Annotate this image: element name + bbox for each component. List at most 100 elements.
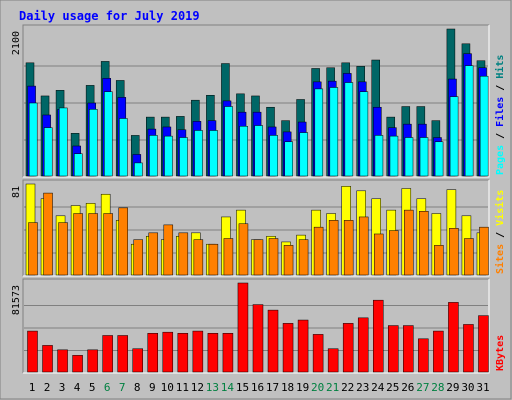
- bar-kbytes-16: [252, 304, 264, 373]
- bar-kbytes-20: [312, 334, 324, 373]
- chart-title: Daily usage for July 2019: [19, 9, 200, 23]
- bar-kbytes-10: [162, 331, 174, 373]
- x-tick-label-25: 25: [386, 381, 399, 394]
- bar-sites-29: [449, 228, 459, 276]
- bar-sites-14: [223, 238, 234, 276]
- panel-hits-ymax-label: 2100: [11, 31, 22, 55]
- legend-entry: Hits: [494, 55, 506, 79]
- legend-entry: /: [495, 79, 506, 97]
- bar-pages-13: [209, 130, 218, 177]
- bar-sites-10: [163, 224, 174, 276]
- x-tick-label-13: 13: [206, 381, 219, 394]
- bar-sites-27: [419, 211, 429, 276]
- bar-pages-29: [449, 96, 459, 177]
- bar-kbytes-12: [192, 330, 204, 373]
- bar-sites-9: [148, 232, 159, 276]
- bar-sites-20: [313, 226, 324, 276]
- bar-sites-7: [118, 207, 128, 276]
- bar-sites-5: [88, 213, 98, 276]
- panel-visits-area-highlight: [23, 180, 490, 277]
- x-tick-label-29: 29: [446, 381, 459, 394]
- panel-kbytes: 81573 KBytes: [11, 278, 506, 374]
- bar-pages-25: [389, 135, 399, 177]
- bar-kbytes-7: [117, 335, 128, 373]
- bar-pages-9: [149, 135, 158, 177]
- panel-kbytes-area-shade: [22, 278, 489, 373]
- bar-kbytes-6: [102, 335, 113, 373]
- bar-pages-6: [104, 91, 113, 177]
- panel-kbytes-legend: KBytes: [495, 335, 506, 371]
- bar-pages-8: [134, 162, 143, 177]
- bar-sites-4: [73, 213, 83, 276]
- bar-sites-22: [343, 220, 354, 276]
- bar-sites-18: [283, 245, 294, 276]
- x-tick-label-19: 19: [296, 381, 309, 394]
- x-tick-label-16: 16: [251, 381, 264, 394]
- bar-sites-28: [434, 245, 444, 276]
- bar-kbytes-5: [87, 349, 98, 373]
- x-tick-label-10: 10: [161, 381, 174, 394]
- bar-pages-17: [269, 135, 278, 177]
- bar-sites-19: [298, 239, 309, 276]
- bar-kbytes-21: [327, 348, 339, 373]
- bar-sites-8: [133, 239, 143, 276]
- legend-entry: Files: [494, 97, 506, 127]
- x-tick-label-21: 21: [326, 381, 339, 394]
- x-tick-label-14: 14: [221, 381, 235, 394]
- legend-entry: Visits: [494, 190, 506, 226]
- bar-sites-16: [253, 239, 264, 276]
- bar-kbytes-1: [27, 330, 38, 373]
- panel-visits: 81 Sites / Visits: [11, 179, 506, 277]
- legend-entry: KBytes: [495, 335, 506, 371]
- legend-entry: /: [495, 127, 506, 145]
- bar-sites-31: [479, 226, 489, 276]
- bar-pages-20: [314, 88, 324, 177]
- bar-sites-6: [103, 213, 113, 276]
- bar-sites-24: [373, 233, 384, 276]
- panel-visits-area-shade: [22, 179, 489, 276]
- panel-hits-area-shade: [22, 24, 489, 177]
- bar-pages-11: [179, 137, 188, 177]
- bar-pages-7: [119, 118, 128, 177]
- bar-kbytes-11: [177, 333, 189, 373]
- x-tick-label-31: 31: [476, 381, 489, 394]
- bar-kbytes-4: [72, 355, 83, 373]
- panel-hits-area-highlight: [23, 25, 490, 178]
- panel-hits-legend: Pages / Files / Hits: [494, 55, 506, 175]
- panel-kbytes-ymax-label: 81573: [11, 285, 22, 315]
- bar-pages-30: [464, 65, 474, 177]
- bar-sites-30: [464, 238, 474, 276]
- bar-sites-23: [358, 216, 369, 276]
- x-tick-label-7: 7: [119, 381, 126, 394]
- bar-kbytes-14: [222, 333, 234, 373]
- bar-pages-27: [419, 137, 429, 177]
- bar-kbytes-22: [342, 323, 354, 373]
- x-tick-label-3: 3: [59, 381, 66, 394]
- x-tick-label-11: 11: [176, 381, 189, 394]
- bar-kbytes-23: [357, 317, 369, 373]
- panel-visits-ymax-label: 81: [11, 186, 22, 198]
- x-tick-label-26: 26: [401, 381, 414, 394]
- x-tick-label-12: 12: [191, 381, 204, 394]
- bar-sites-2: [43, 192, 53, 276]
- bar-pages-18: [284, 141, 293, 177]
- x-tick-label-20: 20: [311, 381, 324, 394]
- bar-pages-14: [224, 106, 233, 177]
- bar-pages-28: [434, 141, 444, 177]
- x-tick-label-5: 5: [89, 381, 96, 394]
- bar-kbytes-26: [403, 325, 414, 373]
- bar-sites-26: [404, 209, 414, 276]
- bar-pages-12: [194, 130, 203, 177]
- bar-kbytes-19: [297, 319, 309, 373]
- bar-kbytes-29: [448, 302, 459, 373]
- bar-pages-16: [254, 125, 263, 177]
- bar-pages-1: [28, 102, 38, 177]
- bar-kbytes-30: [463, 324, 474, 373]
- bar-kbytes-24: [372, 299, 384, 373]
- x-tick-label-15: 15: [236, 381, 249, 394]
- panel-visits-legend: Sites / Visits: [494, 190, 506, 274]
- bar-pages-21: [329, 87, 339, 177]
- chart-panels: 2100 Pages / Files / Hits 81 Sites / Visits…: [11, 24, 506, 374]
- bar-kbytes-18: [282, 323, 294, 373]
- bar-kbytes-13: [207, 333, 219, 373]
